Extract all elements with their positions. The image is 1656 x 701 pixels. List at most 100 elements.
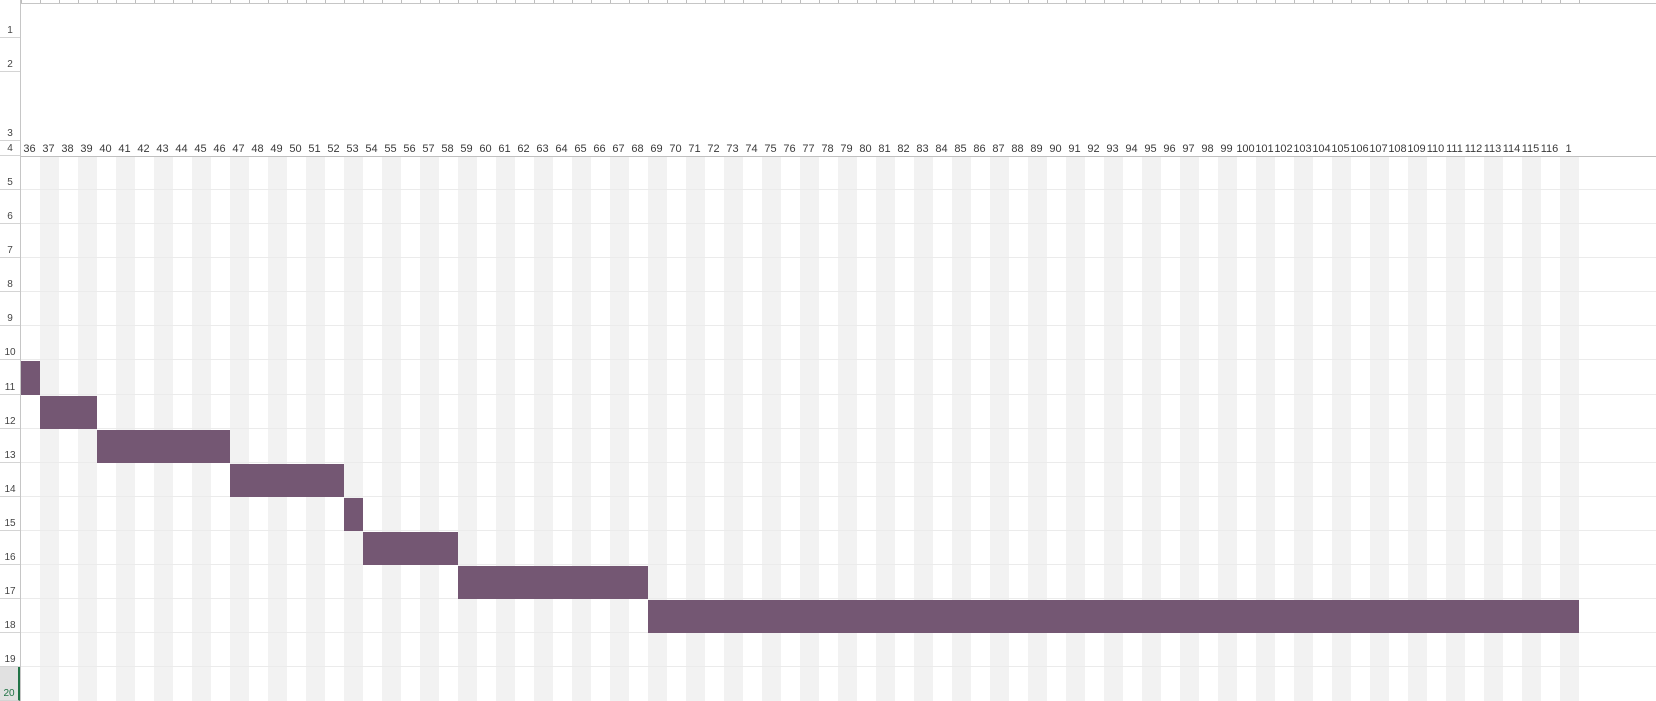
ruler-tick: [1161, 0, 1162, 3]
row-header-15[interactable]: 15: [0, 497, 20, 531]
gantt-bar[interactable]: [40, 396, 97, 429]
ruler-tick: [952, 0, 953, 3]
day-column: [458, 157, 477, 701]
day-column: [1028, 157, 1047, 701]
row-headers[interactable]: 1 2 3 4 5 6 7 8 9 10 11 12 13 14 15 16 17 18 19 20: [0, 0, 21, 701]
day-column: [268, 157, 287, 701]
day-number: 104: [1312, 143, 1331, 155]
gantt-bar[interactable]: [648, 600, 1579, 633]
ruler-tick: [1351, 0, 1352, 3]
ruler-tick: [287, 0, 288, 3]
row-header-12[interactable]: 12: [0, 395, 20, 429]
row-header-16[interactable]: 16: [0, 531, 20, 565]
day-number: 80: [859, 143, 872, 155]
day-number: 53: [346, 143, 359, 155]
row-header-14[interactable]: 14: [0, 463, 20, 497]
day-column: [40, 157, 59, 701]
ruler-tick: [496, 0, 497, 3]
day-number: 36: [23, 143, 36, 155]
row-header-1[interactable]: 1: [0, 0, 20, 38]
day-column: [629, 157, 648, 701]
ruler-tick: [762, 0, 763, 3]
day-column: [382, 157, 401, 701]
day-number: 50: [289, 143, 302, 155]
day-number: 54: [365, 143, 378, 155]
day-column: [1066, 157, 1085, 701]
gantt-bar[interactable]: [21, 361, 40, 395]
day-number: 62: [517, 143, 530, 155]
ruler-tick: [1180, 0, 1181, 3]
row-header-10[interactable]: 10: [0, 326, 20, 360]
day-column: [1256, 157, 1275, 701]
day-column: [1408, 157, 1427, 701]
row-header-19[interactable]: 19: [0, 633, 20, 667]
ruler-tick: [40, 0, 41, 3]
day-column: [1142, 157, 1161, 701]
day-column: [952, 157, 971, 701]
day-number: 55: [384, 143, 397, 155]
day-column: [800, 157, 819, 701]
row-header-2[interactable]: 2: [0, 38, 20, 72]
ruler-tick: [420, 0, 421, 3]
day-column: [724, 157, 743, 701]
day-number: 74: [745, 143, 758, 155]
day-column: [287, 157, 306, 701]
gantt-bar[interactable]: [363, 532, 458, 565]
day-number: 73: [726, 143, 739, 155]
row-header-8[interactable]: 8: [0, 258, 20, 292]
column-header-strip: [21, 0, 1656, 4]
ruler-tick: [135, 0, 136, 3]
day-number: 83: [916, 143, 929, 155]
day-column: [990, 157, 1009, 701]
day-number: 114: [1502, 143, 1521, 155]
ruler-tick: [1085, 0, 1086, 3]
ruler-tick: [1218, 0, 1219, 3]
day-number: 94: [1125, 143, 1138, 155]
day-column: [572, 157, 591, 701]
row-header-18[interactable]: 18: [0, 599, 20, 633]
day-number: 103: [1293, 143, 1312, 155]
day-number: 41: [118, 143, 131, 155]
row-header-6[interactable]: 6: [0, 190, 20, 224]
ruler-tick: [382, 0, 383, 3]
row-header-17[interactable]: 17: [0, 565, 20, 599]
day-number: 52: [327, 143, 340, 155]
ruler-tick: [1522, 0, 1523, 3]
day-number: 116: [1540, 143, 1559, 155]
day-column: [135, 157, 154, 701]
ruler-tick: [781, 0, 782, 3]
row-header-7[interactable]: 7: [0, 224, 20, 258]
day-column: [1370, 157, 1389, 701]
row-header-3[interactable]: 3: [0, 72, 20, 141]
ruler-tick: [1294, 0, 1295, 3]
day-number: 105: [1331, 143, 1350, 155]
day-number: 115: [1521, 143, 1540, 155]
ruler-tick: [819, 0, 820, 3]
gantt-bar[interactable]: [97, 430, 230, 463]
gantt-bar[interactable]: [458, 566, 648, 599]
gantt-bar[interactable]: [230, 464, 344, 497]
day-number: 108: [1388, 143, 1407, 155]
ruler-tick: [1465, 0, 1466, 3]
day-number: 57: [422, 143, 435, 155]
day-column: [591, 157, 610, 701]
day-column: [1218, 157, 1237, 701]
ruler-tick: [1389, 0, 1390, 3]
day-column: [1294, 157, 1313, 701]
ruler-tick: [990, 0, 991, 3]
day-number: 79: [840, 143, 853, 155]
ruler-tick: [1446, 0, 1447, 3]
row-header-11[interactable]: 11: [0, 360, 20, 395]
row-header-13[interactable]: 13: [0, 429, 20, 463]
ruler-tick: [1503, 0, 1504, 3]
ruler-tick: [1256, 0, 1257, 3]
ruler-tick: [192, 0, 193, 3]
row-header-5[interactable]: 5: [0, 156, 20, 190]
day-column: [420, 157, 439, 701]
timeline-grid[interactable]: [21, 157, 1656, 701]
gantt-bar[interactable]: [344, 498, 363, 531]
day-number: 77: [802, 143, 815, 155]
row-header-20[interactable]: 20: [0, 667, 20, 701]
row-header-4[interactable]: 4: [0, 141, 20, 156]
row-header-9[interactable]: 9: [0, 292, 20, 326]
